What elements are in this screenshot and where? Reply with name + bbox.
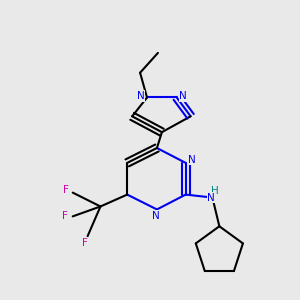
Text: N: N xyxy=(179,91,187,101)
Text: F: F xyxy=(62,212,68,221)
Text: N: N xyxy=(152,211,159,221)
Text: F: F xyxy=(63,184,69,195)
Text: F: F xyxy=(82,238,88,248)
Text: N: N xyxy=(188,155,196,165)
Text: N: N xyxy=(207,193,215,202)
Text: N: N xyxy=(136,91,144,101)
Text: H: H xyxy=(211,186,219,196)
